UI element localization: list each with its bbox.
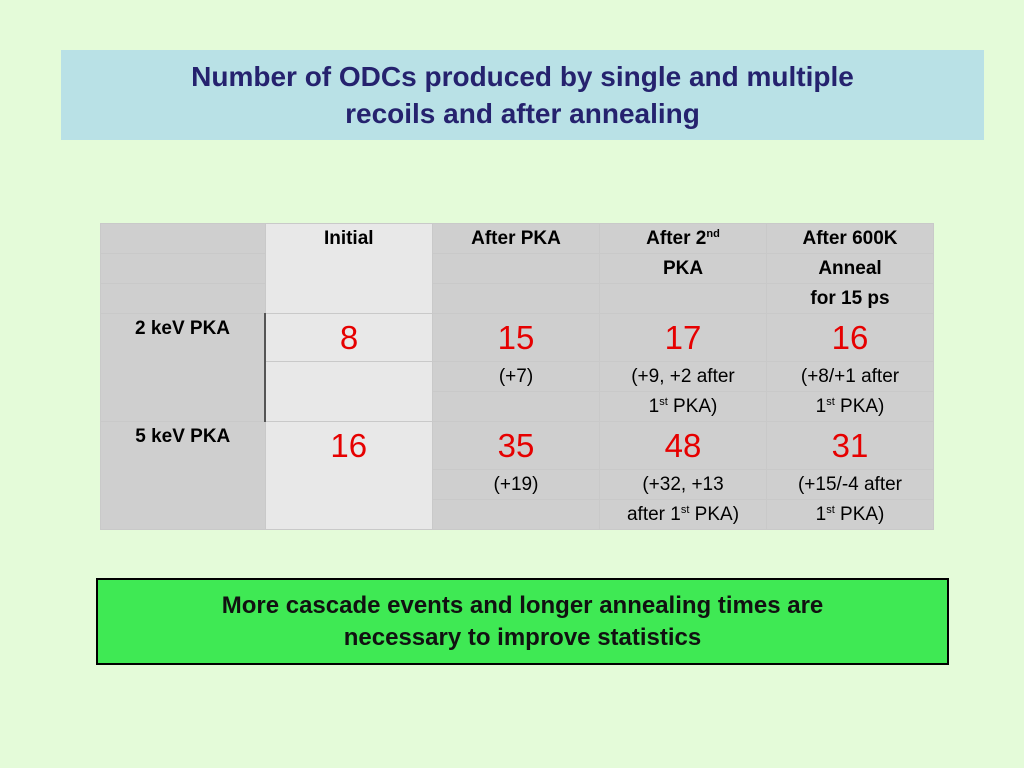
header-row-2: PKA Anneal	[100, 253, 934, 284]
title-box: Number of ODCs produced by single and mu…	[61, 50, 984, 140]
table-row-note: (+19) (+32, +13 (+15/-4 after	[101, 469, 934, 500]
header-corner	[100, 223, 266, 254]
note-after-2nd-2: after 1st PKA)	[599, 499, 767, 530]
table-row: 2 keV PKA 8 15 17 16	[100, 313, 934, 422]
table-row: 5 keV PKA 16 35 48 31	[100, 421, 934, 530]
header-after-2nd-3	[599, 283, 767, 314]
header-initial: Initial	[264, 223, 433, 314]
note-anneal-2: 1st PKA)	[766, 391, 934, 422]
header-after-pka: After PKA	[432, 223, 600, 254]
header-after-pka-3	[432, 283, 600, 314]
header-row-3: for 15 ps	[100, 283, 934, 314]
header-corner-2	[100, 253, 266, 284]
header-after-2nd-pka: PKA	[599, 253, 767, 284]
conclusion-text: More cascade events and longer annealing…	[221, 591, 824, 651]
header-after-2nd: After 2nd	[599, 223, 767, 254]
odc-table: Initial After PKA After 2nd After 600K P…	[100, 223, 934, 530]
note-after-2nd: (+9, +2 after	[599, 361, 767, 392]
note-after-2nd-2: 1st PKA)	[599, 391, 767, 422]
note-after-pka-2	[432, 391, 600, 422]
note-after-pka: (+19)	[432, 469, 600, 500]
note-after-2nd: (+32, +13	[599, 469, 767, 500]
header-anneal-1: After 600K	[766, 223, 934, 254]
note-anneal: (+15/-4 after	[766, 469, 934, 500]
table-row-note-2: after 1st PKA) 1st PKA)	[101, 499, 934, 530]
note-after-pka: (+7)	[432, 361, 600, 392]
value-initial: 8	[264, 313, 433, 362]
header-anneal-3: for 15 ps	[766, 283, 934, 314]
value-anneal: 31	[766, 421, 934, 470]
value-initial: 16	[264, 421, 433, 530]
header-corner-3	[100, 283, 266, 314]
note-after-pka-2	[432, 499, 600, 530]
row-label-5kev: 5 keV PKA	[100, 421, 266, 530]
header-after-pka-2	[432, 253, 600, 284]
note-anneal-2: 1st PKA)	[766, 499, 934, 530]
slide-title: Number of ODCs produced by single and mu…	[191, 61, 854, 129]
value-after-pka: 35	[432, 421, 600, 470]
value-anneal: 16	[766, 313, 934, 362]
note-anneal: (+8/+1 after	[766, 361, 934, 392]
note-initial	[264, 361, 433, 422]
value-after-pka: 15	[432, 313, 600, 362]
header-anneal-2: Anneal	[766, 253, 934, 284]
conclusion-box: More cascade events and longer annealing…	[96, 578, 949, 665]
value-after-2nd: 48	[599, 421, 767, 470]
row-label-2kev: 2 keV PKA	[100, 313, 266, 422]
table-row-note-2: 1st PKA) 1st PKA)	[101, 391, 934, 422]
header-row: Initial After PKA After 2nd After 600K	[100, 223, 934, 314]
value-after-2nd: 17	[599, 313, 767, 362]
